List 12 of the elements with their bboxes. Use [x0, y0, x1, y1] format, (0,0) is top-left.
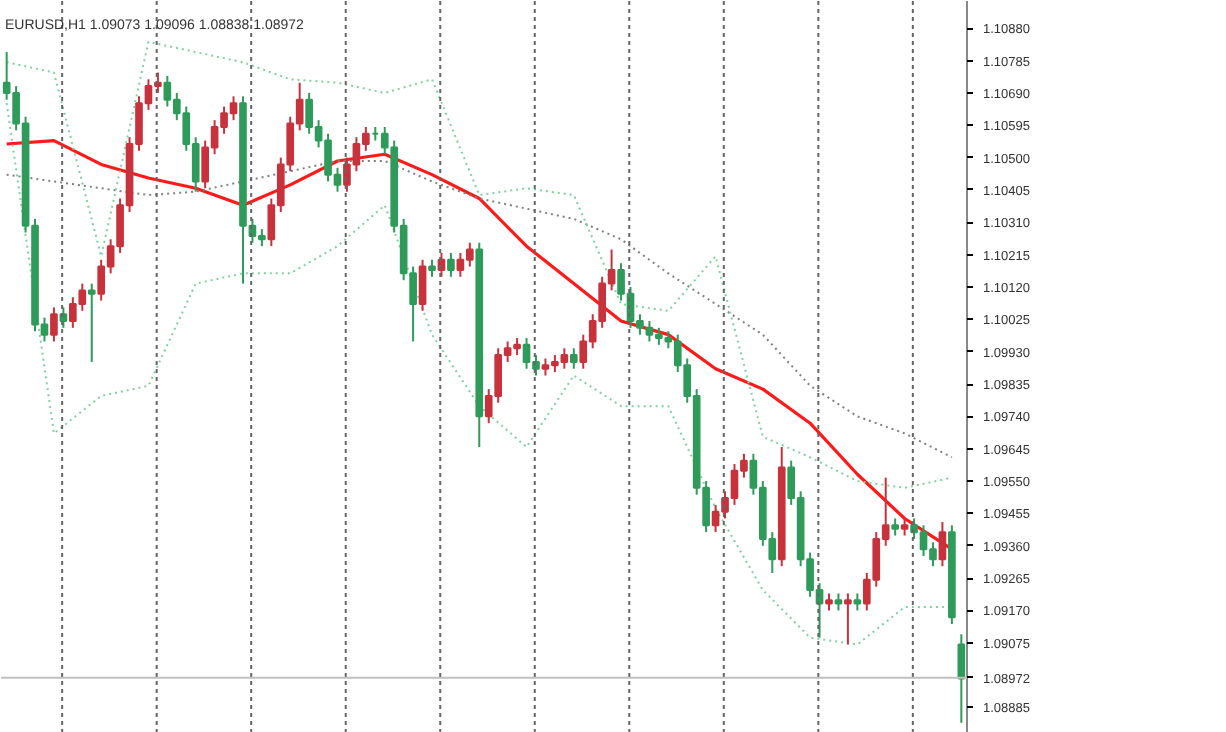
candlestick: [50, 306, 58, 343]
candlestick: [447, 251, 455, 278]
candlestick: [87, 282, 96, 363]
candlestick: [844, 592, 852, 646]
candlestick: [938, 520, 947, 568]
candlestick: [957, 633, 966, 724]
candlestick: [465, 241, 474, 268]
candlestick: [569, 347, 578, 370]
line-series: [5, 138, 954, 551]
line-series: [5, 160, 953, 459]
line-series: [5, 40, 953, 489]
candlestick: [418, 258, 427, 312]
